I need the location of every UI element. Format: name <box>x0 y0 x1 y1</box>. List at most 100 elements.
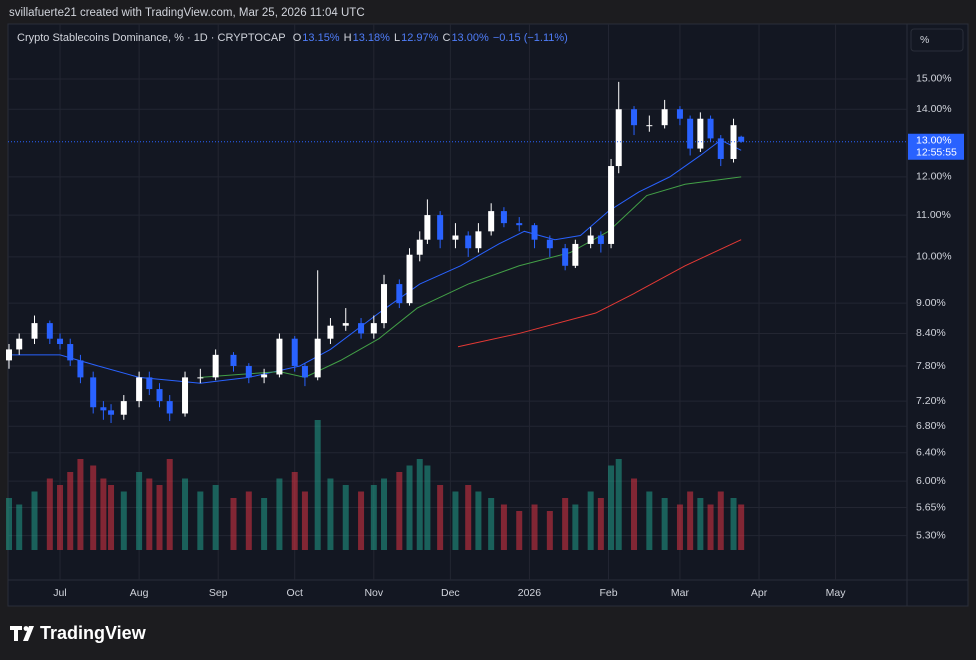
volume-bar <box>77 459 84 550</box>
volume-bar <box>416 459 423 550</box>
volume-bar <box>475 491 482 550</box>
candle-body <box>452 235 459 240</box>
y-tick-label: 15.00% <box>916 73 952 85</box>
x-tick-label: Nov <box>364 587 383 599</box>
candle-body <box>261 374 268 378</box>
candle-body <box>572 243 579 266</box>
y-tick-label: 8.40% <box>916 327 946 339</box>
volume-bar <box>136 472 143 550</box>
volume-bar <box>46 478 53 550</box>
candle-body <box>182 377 189 414</box>
volume-bar <box>396 472 403 550</box>
candle-body <box>301 365 308 378</box>
volume-bar <box>120 491 127 550</box>
candle-body <box>230 354 237 366</box>
legend: Crypto Stablecoins Dominance, % · 1D · C… <box>17 32 569 44</box>
volume-bar <box>16 504 23 550</box>
volume-bar <box>100 478 107 550</box>
volume-bar <box>572 504 579 550</box>
volume-bar <box>327 478 334 550</box>
x-tick-label: Mar <box>671 587 690 599</box>
candle-body <box>562 248 569 266</box>
volume-bar <box>342 485 349 550</box>
change-value: −0.15 (−1.11%) <box>492 32 568 44</box>
volume-bar <box>182 478 189 550</box>
volume-bar <box>730 498 737 550</box>
volume-bar <box>90 465 97 550</box>
o-label: O <box>292 32 302 44</box>
l-label: L <box>393 32 401 44</box>
scale-button[interactable] <box>910 28 964 52</box>
volume-bar <box>197 491 204 550</box>
candle-body <box>546 239 553 249</box>
volume-bar <box>608 465 615 550</box>
candle-body <box>16 338 23 350</box>
volume-bar <box>230 498 237 550</box>
volume-bar <box>562 498 569 550</box>
volume-bar <box>546 511 553 550</box>
candle-body <box>424 215 431 240</box>
y-tick-label: 5.65% <box>916 501 946 513</box>
volume-bar <box>631 478 638 550</box>
volume-bar <box>531 504 538 550</box>
candle-body <box>587 235 594 244</box>
volume-bar <box>166 459 173 550</box>
volume-bar <box>424 465 431 550</box>
x-tick-label: Aug <box>130 587 149 599</box>
scale-button-label[interactable]: % <box>920 34 929 46</box>
candle-body <box>146 377 153 390</box>
x-tick-label: Apr <box>751 587 768 599</box>
x-tick-label: Jul <box>53 587 66 599</box>
candle-body <box>396 284 403 304</box>
candle-body <box>615 109 622 167</box>
y-tick-label: 12.00% <box>916 171 952 183</box>
candle-body <box>197 377 204 379</box>
candle-body <box>108 410 115 415</box>
candle-body <box>661 109 668 126</box>
candle-body <box>90 377 97 408</box>
volume-bar <box>516 511 523 550</box>
candle-body <box>381 284 388 324</box>
candle-body <box>516 223 523 226</box>
symbol: Crypto Stablecoins Dominance, % · 1D · C… <box>17 32 286 44</box>
candle-body <box>31 323 38 339</box>
candle-body <box>475 231 482 249</box>
candle-body <box>697 118 704 149</box>
candle-body <box>156 389 163 402</box>
candle-body <box>738 136 745 142</box>
moving-average <box>457 239 742 348</box>
candle-body <box>631 109 638 126</box>
volume-bar <box>261 498 268 550</box>
x-tick-label: Oct <box>287 587 303 599</box>
candle-body <box>730 125 737 159</box>
volume-bar <box>358 491 365 550</box>
volume-bar <box>291 472 298 550</box>
volume-bar <box>717 491 724 550</box>
y-tick-label: 7.80% <box>916 360 946 372</box>
candle-body <box>245 365 252 378</box>
candle-body <box>67 344 74 361</box>
candle-body <box>717 138 724 159</box>
volume-bar <box>6 498 12 550</box>
volume-bar <box>381 478 388 550</box>
volume-bar <box>57 485 64 550</box>
volume-bar <box>465 485 472 550</box>
x-tick-label: Feb <box>599 587 617 599</box>
candle-body <box>597 235 604 244</box>
volume-bar <box>156 485 163 550</box>
h-label: H <box>343 32 352 44</box>
candle-body <box>77 360 84 378</box>
volume-bar <box>738 504 745 550</box>
high-value: 13.18% <box>352 32 390 44</box>
open-value: 13.15% <box>302 32 340 44</box>
volume-bar <box>212 485 219 550</box>
volume-bar <box>31 491 38 550</box>
volume-bar <box>661 498 668 550</box>
candle-body <box>342 323 349 326</box>
volume-bar <box>146 478 153 550</box>
candle-body <box>370 323 377 334</box>
x-tick-label: Sep <box>209 587 228 599</box>
last-price-label: 13.00% <box>916 135 952 147</box>
y-tick-label: 10.00% <box>916 251 952 263</box>
